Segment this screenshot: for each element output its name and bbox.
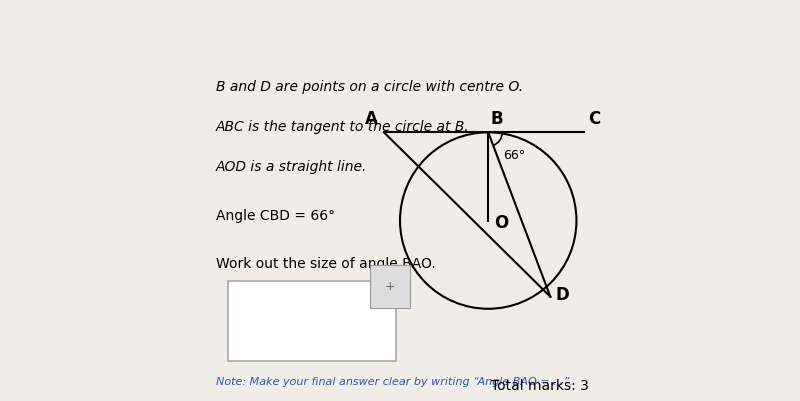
FancyBboxPatch shape xyxy=(227,281,396,361)
Text: O: O xyxy=(494,214,509,231)
Text: Note: Make your final answer clear by writing “Angle BAO = ...”.: Note: Make your final answer clear by wr… xyxy=(215,377,573,387)
Text: +: + xyxy=(385,280,395,293)
Text: D: D xyxy=(555,286,570,304)
Text: Work out the size of angle BAO.: Work out the size of angle BAO. xyxy=(215,257,435,271)
Text: A: A xyxy=(365,109,378,128)
Text: ABC is the tangent to the circle at B.: ABC is the tangent to the circle at B. xyxy=(215,120,470,134)
Text: B and D are points on a circle with centre O.: B and D are points on a circle with cent… xyxy=(215,80,522,94)
Text: Angle CBD = 66°: Angle CBD = 66° xyxy=(215,209,334,223)
Text: 66°: 66° xyxy=(503,149,526,162)
Text: B: B xyxy=(490,109,503,128)
Text: Total marks: 3: Total marks: 3 xyxy=(490,379,589,393)
Text: AOD is a straight line.: AOD is a straight line. xyxy=(215,160,367,174)
Text: C: C xyxy=(589,110,601,128)
